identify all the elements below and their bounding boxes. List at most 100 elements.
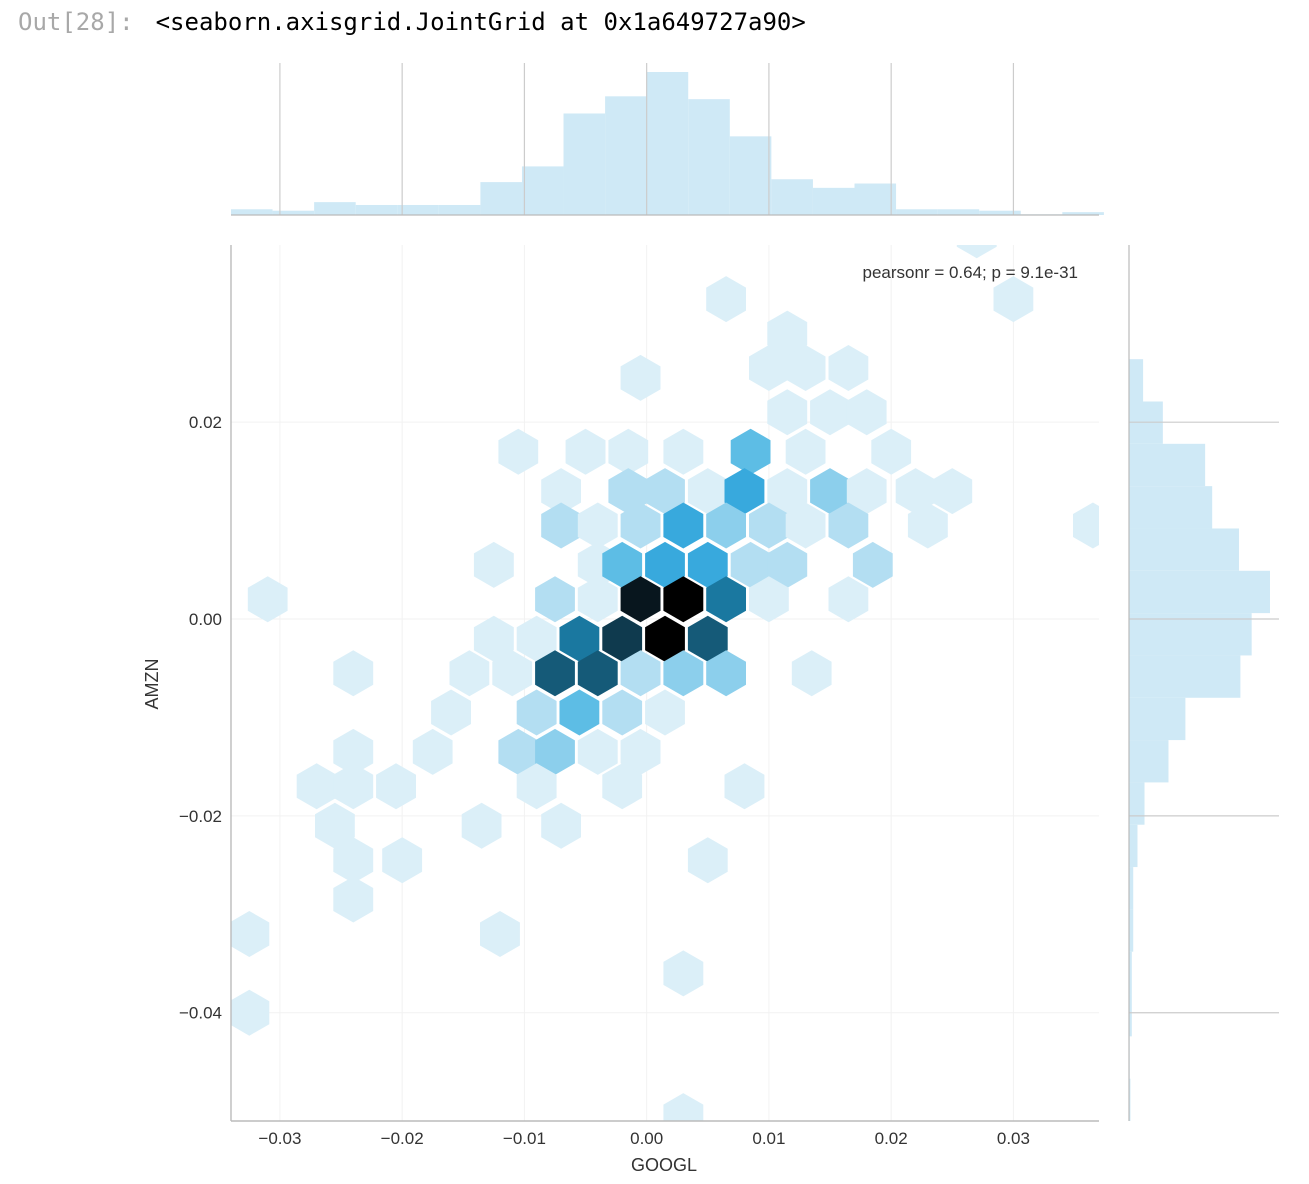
hexbin-cell: [767, 310, 808, 357]
hexbin-cell: [333, 837, 374, 884]
x-hist-bar: [231, 209, 273, 215]
hexbin-cell: [376, 763, 416, 810]
x-hist-bar: [1062, 212, 1104, 215]
y-hist-bar: [1129, 613, 1252, 656]
hexbin-cell: [412, 728, 453, 775]
hexbin-cell: [565, 428, 606, 475]
hexbin-cell: [541, 802, 581, 849]
hexbin-cell: [767, 541, 808, 588]
hexbin-cell: [608, 428, 649, 475]
x-hist-bar: [480, 182, 522, 215]
x-tick-label: 0.00: [630, 1129, 663, 1148]
hexbin-cell: [706, 576, 746, 623]
hexbin-cell: [663, 502, 704, 549]
hexbin-cell: [620, 650, 661, 697]
hexbin-cell: [602, 615, 643, 662]
y-tick-label: 0.00: [189, 610, 222, 629]
hexbin-cell: [724, 468, 765, 515]
x-hist-bar: [729, 136, 772, 215]
hexbin-cell: [231, 989, 270, 1036]
x-hist-bar: [438, 204, 481, 215]
out-prompt: Out[28]:: [18, 8, 134, 36]
output-line: Out[28]: <seaborn.axisgrid.JointGrid at 0…: [18, 6, 806, 38]
hexbin-cell: [602, 763, 643, 810]
y-hist-bar: [1129, 486, 1213, 529]
x-axis-label: GOOGL: [631, 1155, 697, 1175]
hexbin-cell: [828, 345, 869, 391]
pearson-annotation: pearsonr = 0.64; p = 9.1e-31: [863, 263, 1079, 282]
hexbin-cell: [620, 502, 661, 549]
y-hist-bar: [1129, 994, 1132, 1037]
hexbin-cell: [645, 541, 685, 588]
hexbin-cell: [785, 428, 826, 475]
hexbin-cell: [871, 428, 912, 475]
hexbin-cell: [577, 650, 618, 697]
x-tick-label: −0.02: [381, 1129, 424, 1148]
hexbin-cell: [498, 728, 539, 775]
hexbin-cell: [724, 763, 765, 810]
y-marginal-histogram: [1128, 245, 1279, 1121]
y-hist-bar: [1129, 1078, 1131, 1121]
x-tick-label: −0.03: [258, 1129, 301, 1148]
hexbin-cell: [620, 576, 661, 623]
hexbin-cell: [663, 1093, 704, 1121]
hexbin-cell: [608, 468, 649, 515]
hexbin-cell: [663, 428, 704, 475]
hexbin-cell: [333, 763, 374, 810]
hexbin-cell: [687, 615, 728, 662]
x-hist-bar: [314, 202, 356, 215]
hexbin-cell: [791, 650, 832, 697]
x-hist-bar: [937, 209, 980, 215]
hexbin-cell: [810, 389, 850, 436]
hexbin-cell: [535, 650, 575, 697]
hexbin-cell: [602, 689, 643, 736]
y-tick-label: −0.04: [179, 1004, 222, 1023]
hexbin-cell: [907, 502, 948, 549]
hexbin-cell: [749, 345, 789, 391]
x-hist-bar: [272, 210, 315, 215]
hexbin-cell: [541, 502, 581, 549]
x-hist-bar: [605, 96, 647, 215]
x-tick-label: 0.02: [875, 1129, 908, 1148]
hexbin-cell: [620, 728, 661, 775]
hexbin-cell: [687, 541, 728, 588]
hexbin-cell: [767, 389, 808, 436]
hexbin-cell: [449, 650, 490, 697]
output-text: <seaborn.axisgrid.JointGrid at 0x1a64972…: [155, 8, 806, 36]
hexbin-cell: [516, 689, 557, 736]
hexbin-cell: [785, 345, 826, 391]
hexbin-cell: [333, 876, 374, 923]
hexbin-cell: [767, 468, 808, 515]
y-hist-bar: [1129, 697, 1186, 741]
hexbin-cell: [231, 911, 270, 957]
y-tick-labels: −0.04 −0.02 0.00 0.02: [179, 413, 222, 1023]
x-hist-bar: [979, 210, 1021, 215]
hexbin-cell: [706, 650, 746, 697]
x-tick-label: 0.03: [997, 1129, 1030, 1148]
hexbin-cell: [559, 689, 600, 736]
hexbin-cell: [730, 428, 771, 475]
hexbin-cell: [956, 245, 997, 259]
x-hist-bar: [397, 204, 439, 215]
hexbin-cell: [431, 689, 471, 736]
hexbin-cell: [706, 502, 746, 549]
y-hist-bar: [1129, 359, 1144, 402]
hexbin-cell: [577, 576, 618, 623]
x-marginal-histogram: [231, 63, 1104, 216]
x-hist-bar: [521, 166, 564, 215]
y-hist-bar: [1129, 824, 1138, 868]
hexbin-cell: [1073, 502, 1099, 549]
x-tick-label: −0.01: [503, 1129, 546, 1148]
hexbin-cell: [602, 541, 643, 588]
hexbin-cell: [577, 502, 618, 549]
hexbin-cell: [687, 468, 728, 515]
hexbin-cell: [333, 650, 374, 697]
y-hist-bar: [1129, 867, 1134, 910]
hexbin-cell: [645, 615, 685, 662]
hexbin-cell: [993, 276, 1034, 323]
hexbin-cell: [706, 276, 746, 323]
hexbin-cell: [785, 502, 826, 549]
x-hist-bar: [563, 113, 606, 215]
hexbin-cell: [687, 837, 728, 884]
y-hist-bar: [1129, 740, 1169, 783]
